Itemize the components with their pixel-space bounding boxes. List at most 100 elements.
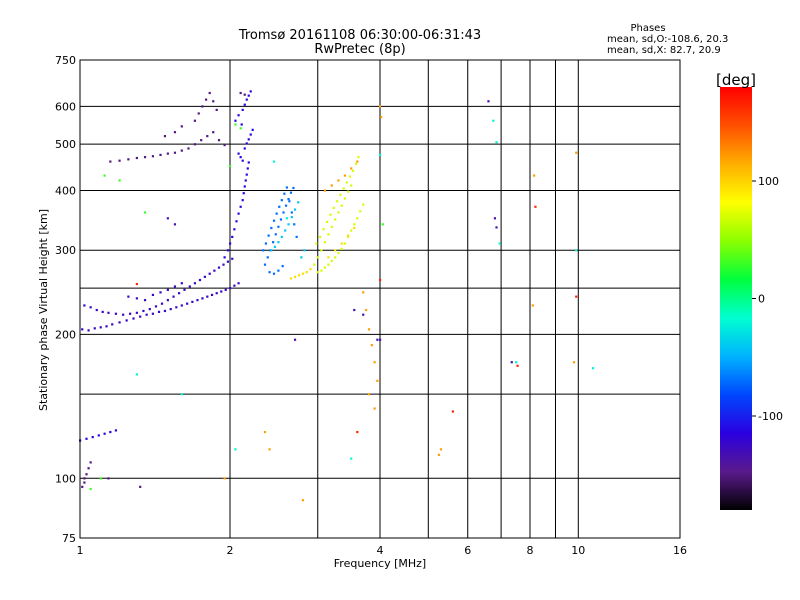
data-point xyxy=(154,305,158,308)
data-point xyxy=(143,299,147,302)
data-point xyxy=(273,245,276,248)
data-point xyxy=(350,457,353,460)
data-point xyxy=(516,364,519,367)
y-tick-label: 500 xyxy=(55,138,76,151)
data-point xyxy=(356,430,359,434)
x-tick-label: 1 xyxy=(77,544,84,557)
data-point xyxy=(264,242,268,245)
data-point xyxy=(180,149,183,152)
data-point xyxy=(163,309,167,313)
colorbar: -100 0 100 xyxy=(720,87,783,510)
data-point xyxy=(239,156,242,159)
data-point xyxy=(315,242,318,245)
data-point xyxy=(272,219,276,222)
data-point xyxy=(173,285,177,288)
x-tick-label: 10 xyxy=(571,544,585,557)
data-point xyxy=(220,290,223,293)
data-point xyxy=(249,90,252,93)
data-point xyxy=(173,131,177,134)
data-point xyxy=(274,233,277,236)
data-point xyxy=(285,217,288,220)
data-point xyxy=(292,186,295,190)
data-point xyxy=(237,282,240,285)
data-point xyxy=(223,477,226,480)
data-point xyxy=(215,108,218,112)
data-point xyxy=(327,233,330,236)
data-point xyxy=(353,226,356,230)
data-point xyxy=(323,189,327,192)
data-point xyxy=(289,191,293,194)
data-point xyxy=(243,93,246,96)
data-point xyxy=(293,208,297,211)
plot-frame xyxy=(79,59,681,539)
data-point xyxy=(379,278,382,282)
data-point xyxy=(109,160,112,163)
data-point xyxy=(142,309,145,313)
data-point xyxy=(362,313,365,316)
data-point xyxy=(247,138,250,141)
y-tick-label: 100 xyxy=(55,472,76,485)
data-point xyxy=(237,212,240,215)
data-point xyxy=(226,260,230,263)
data-point xyxy=(510,361,513,364)
data-point xyxy=(127,158,130,161)
data-point xyxy=(180,282,183,285)
data-point xyxy=(233,284,236,287)
x-tick-label: 2 xyxy=(227,544,234,557)
data-point xyxy=(362,203,365,206)
data-point xyxy=(151,155,155,158)
data-point xyxy=(313,263,316,266)
data-point xyxy=(263,263,267,266)
stats-heading: Phases xyxy=(630,23,666,34)
data-point xyxy=(244,179,247,182)
data-point xyxy=(316,271,319,274)
data-point xyxy=(345,181,348,184)
data-point xyxy=(129,312,132,315)
data-point xyxy=(343,197,347,200)
data-point xyxy=(245,98,248,101)
data-point xyxy=(204,98,208,101)
colorbar-label: [deg] xyxy=(716,71,756,89)
data-point xyxy=(193,119,197,122)
data-point xyxy=(492,119,495,122)
data-point xyxy=(135,311,138,314)
data-point xyxy=(237,152,240,155)
data-point xyxy=(203,275,206,278)
data-point xyxy=(340,242,343,245)
data-point xyxy=(267,234,270,237)
data-point xyxy=(242,192,245,195)
data-point xyxy=(362,291,365,294)
data-point xyxy=(222,263,225,266)
data-point xyxy=(327,263,330,266)
data-point xyxy=(270,249,273,252)
data-point xyxy=(495,141,498,144)
data-point xyxy=(353,308,356,312)
data-point xyxy=(266,256,269,259)
data-point xyxy=(293,338,297,341)
data-point xyxy=(305,271,308,274)
data-point xyxy=(381,223,384,226)
data-point xyxy=(229,287,232,290)
data-point xyxy=(493,217,497,220)
data-point xyxy=(300,256,303,259)
data-point xyxy=(173,223,177,226)
data-point xyxy=(166,288,169,291)
data-point xyxy=(87,467,90,470)
data-point xyxy=(301,499,305,502)
data-point xyxy=(231,257,234,260)
data-point xyxy=(356,160,359,163)
data-point xyxy=(157,310,161,313)
data-point xyxy=(303,249,306,252)
data-point xyxy=(105,325,108,328)
data-point xyxy=(295,235,298,239)
data-point xyxy=(278,205,281,208)
data-point xyxy=(439,448,443,451)
data-point xyxy=(451,410,455,413)
data-point xyxy=(166,299,169,302)
data-point xyxy=(118,179,121,182)
data-point xyxy=(198,278,202,282)
x-tick-label: 6 xyxy=(464,544,471,557)
data-point xyxy=(139,485,142,488)
data-point xyxy=(95,308,98,312)
data-point xyxy=(247,94,250,97)
